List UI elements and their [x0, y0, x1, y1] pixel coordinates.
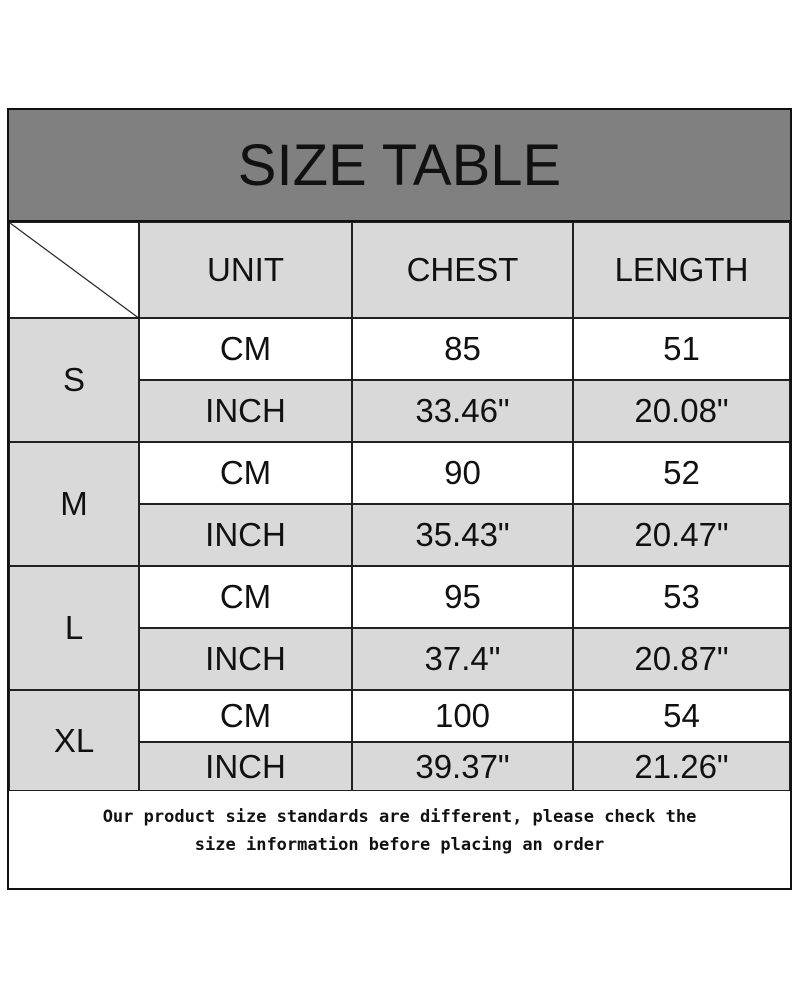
length-cell: 52: [573, 442, 790, 504]
length-cell: 20.47": [573, 504, 790, 566]
table-title: SIZE TABLE: [9, 110, 790, 222]
size-note: Our product size standards are different…: [9, 791, 790, 888]
length-cell: 53: [573, 566, 790, 628]
unit-cell: CM: [139, 442, 352, 504]
chest-cell: 95: [352, 566, 573, 628]
size-label: L: [9, 566, 139, 690]
unit-cell: CM: [139, 318, 352, 380]
header-unit: UNIT: [139, 222, 352, 318]
note-line-1: Our product size standards are different…: [102, 807, 697, 827]
chest-cell: 100: [352, 690, 573, 742]
unit-cell: INCH: [139, 380, 352, 442]
chest-cell: 35.43": [352, 504, 573, 566]
chest-cell: 39.37": [352, 742, 573, 791]
unit-cell: INCH: [139, 742, 352, 791]
chest-cell: 85: [352, 318, 573, 380]
length-cell: 54: [573, 690, 790, 742]
unit-cell: CM: [139, 690, 352, 742]
diagonal-line: [10, 223, 140, 319]
note-line-2: size information before placing an order: [194, 835, 605, 855]
size-label: XL: [9, 690, 139, 791]
diagonal-corner-cell: [9, 222, 140, 319]
chest-cell: 33.46": [352, 380, 573, 442]
size-table: SIZE TABLE UNIT CHEST LENGTH Our product…: [7, 108, 792, 890]
size-label: M: [9, 442, 139, 566]
header-chest: CHEST: [352, 222, 573, 318]
unit-cell: INCH: [139, 628, 352, 690]
length-cell: 21.26": [573, 742, 790, 791]
length-cell: 51: [573, 318, 790, 380]
unit-cell: INCH: [139, 504, 352, 566]
chest-cell: 37.4": [352, 628, 573, 690]
length-cell: 20.08": [573, 380, 790, 442]
length-cell: 20.87": [573, 628, 790, 690]
size-label: S: [9, 318, 139, 442]
header-length: LENGTH: [573, 222, 790, 318]
unit-cell: CM: [139, 566, 352, 628]
chest-cell: 90: [352, 442, 573, 504]
